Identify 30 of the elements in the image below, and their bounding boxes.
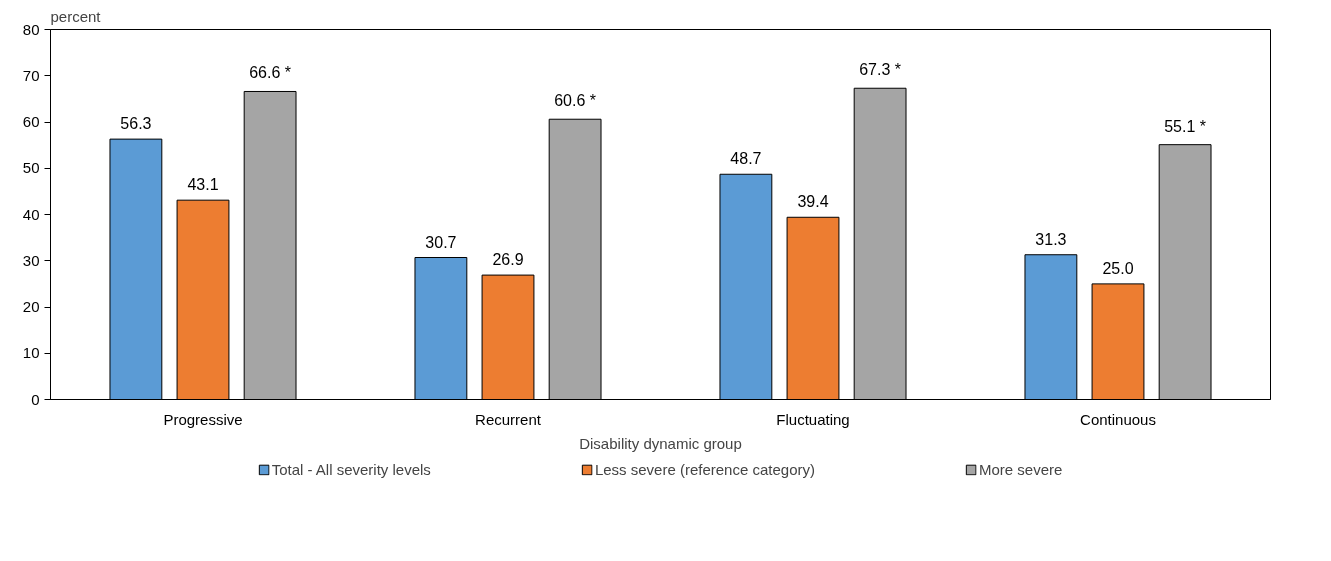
data-label: 25.0 bbox=[1102, 259, 1134, 277]
data-label: 26.9 bbox=[492, 251, 524, 269]
legend-label: Total - All severity levels bbox=[271, 460, 431, 478]
data-label: 55.1 * bbox=[1164, 117, 1207, 135]
x-tick-label: Continuous bbox=[1080, 410, 1156, 428]
y-axis-title: percent bbox=[50, 7, 102, 25]
y-tick-label: 60 bbox=[22, 113, 40, 130]
legend-label: Less severe (reference category) bbox=[594, 460, 815, 478]
data-label: 39.4 bbox=[797, 193, 829, 211]
data-label: 56.3 bbox=[120, 115, 152, 133]
y-tick-label: 0 bbox=[31, 390, 40, 408]
x-tick-label: Fluctuating bbox=[776, 410, 850, 428]
x-axis-title: Disability dynamic group bbox=[579, 434, 742, 452]
data-label: 66.6 * bbox=[249, 64, 292, 82]
data-label: 31.3 bbox=[1035, 230, 1067, 248]
data-label: 67.3 * bbox=[859, 61, 902, 79]
y-tick-label: 10 bbox=[22, 344, 40, 362]
y-tick-label: 50 bbox=[22, 159, 40, 177]
y-tick-label: 40 bbox=[22, 205, 40, 223]
legend-label: More severe bbox=[978, 460, 1063, 478]
data-label: 48.7 bbox=[730, 150, 762, 168]
y-tick-label: 80 bbox=[22, 20, 40, 38]
y-tick-label: 20 bbox=[22, 298, 40, 315]
x-tick-label: Recurrent bbox=[475, 410, 542, 428]
y-tick-label: 30 bbox=[22, 251, 40, 269]
y-tick-label: 70 bbox=[22, 66, 40, 84]
data-label: 60.6 * bbox=[554, 92, 597, 110]
data-label: 30.7 bbox=[425, 233, 457, 251]
x-tick-label: Progressive bbox=[163, 410, 243, 428]
data-label: 43.1 bbox=[187, 176, 219, 194]
